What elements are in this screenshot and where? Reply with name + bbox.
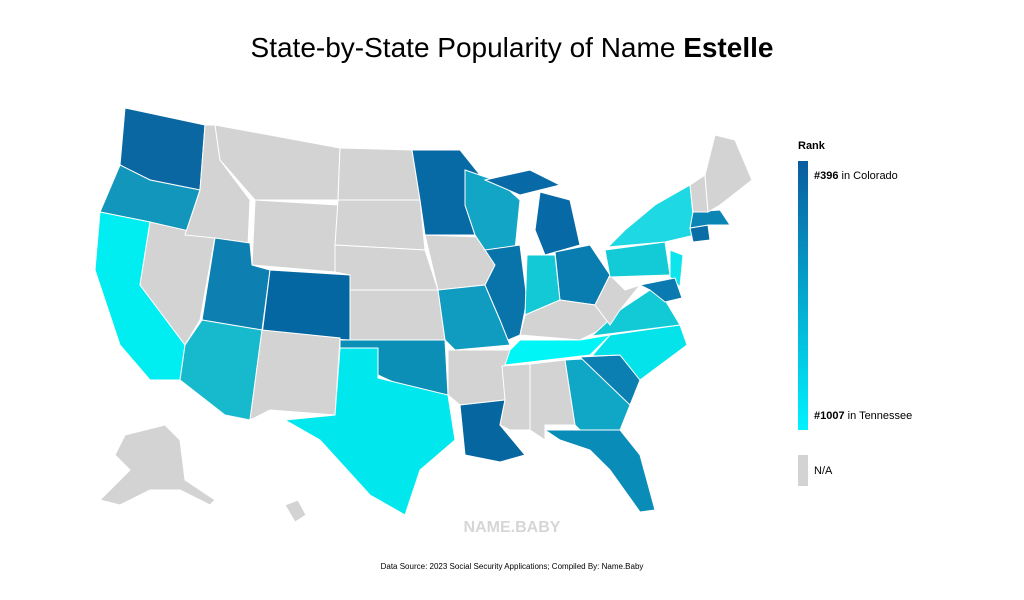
watermark: NAME.BABY	[464, 519, 561, 536]
state	[483, 169, 562, 196]
title: State-by-State Popularity of Name Estell…	[251, 32, 774, 63]
legend-title: Rank	[798, 140, 826, 152]
legend-top-state: in Colorado	[838, 170, 897, 182]
state	[669, 249, 684, 289]
legend-bottom-rank: #1007	[814, 410, 845, 422]
legend-bottom-label: #1007 in Tennessee	[814, 410, 912, 422]
state	[604, 241, 671, 278]
legend-top-label: #396 in Colorado	[814, 170, 898, 182]
state	[606, 184, 696, 248]
state	[214, 124, 341, 201]
legend-top-rank: #396	[814, 170, 838, 182]
na-swatch	[798, 455, 808, 486]
state	[334, 199, 426, 251]
legend-bottom-state: in Tennessee	[845, 410, 913, 422]
state	[590, 324, 688, 381]
legend: Rank #396 in Colorado #1007 in Tennessee…	[798, 140, 912, 486]
state	[543, 429, 656, 513]
us-map	[94, 107, 753, 523]
state	[249, 329, 341, 421]
state	[689, 209, 731, 229]
state	[284, 499, 307, 523]
state	[99, 424, 216, 506]
color-scale	[798, 161, 808, 430]
state	[534, 191, 581, 256]
state	[334, 244, 439, 291]
title-prefix: State-by-State Popularity of Name	[251, 32, 684, 63]
state	[251, 199, 339, 273]
na-label: N/A	[814, 465, 833, 477]
state	[179, 319, 263, 421]
state	[337, 147, 421, 201]
state	[704, 134, 753, 213]
state	[349, 289, 446, 341]
title-name: Estelle	[683, 32, 773, 63]
state	[484, 244, 528, 341]
state	[638, 277, 683, 303]
state	[283, 347, 456, 516]
state	[594, 274, 642, 326]
state	[499, 363, 531, 431]
state	[261, 269, 351, 341]
source-note: Data Source: 2023 Social Security Applic…	[381, 562, 644, 571]
state	[447, 349, 511, 406]
